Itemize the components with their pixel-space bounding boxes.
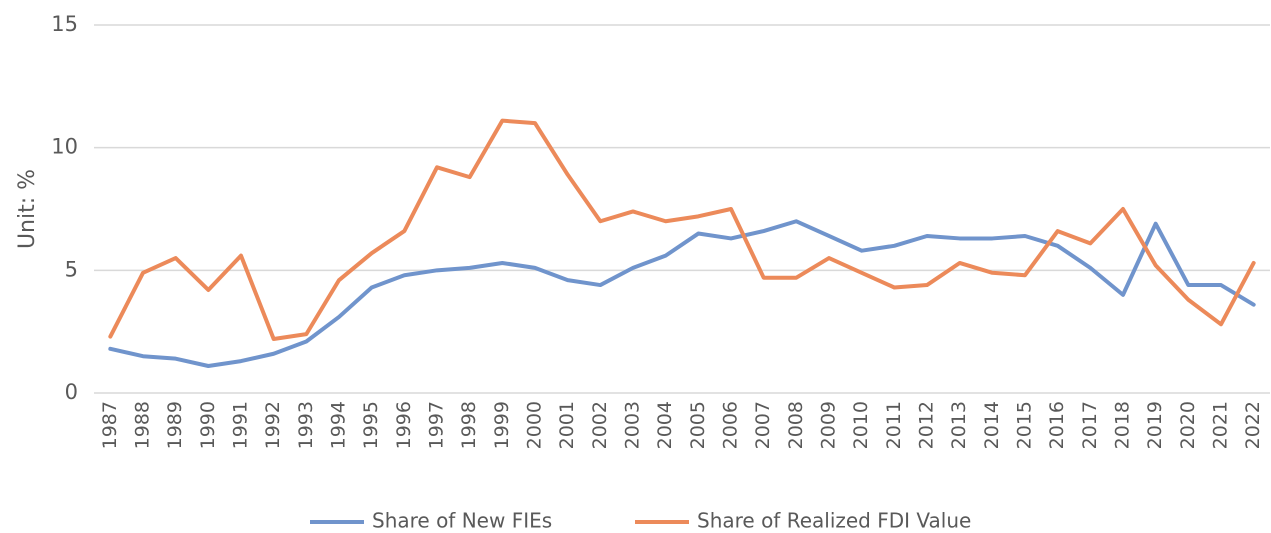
x-tick-label: 2018: [1112, 401, 1134, 449]
x-tick-label: 1996: [393, 401, 415, 449]
y-tick-label: 5: [65, 257, 78, 281]
x-tick-label: 2001: [556, 401, 578, 449]
x-tick-label: 1998: [458, 401, 480, 449]
x-tick-label: 2006: [720, 401, 742, 449]
x-tick-label: 1993: [295, 401, 317, 449]
line-series: [108, 118, 1256, 342]
x-tick-label: 1990: [197, 401, 219, 449]
x-tick-label: 2005: [687, 401, 709, 449]
x-tick-label: 2010: [850, 401, 872, 449]
x-tick-label: 2016: [1046, 401, 1068, 449]
x-tick-label: 2007: [752, 401, 774, 449]
x-tick-label: 2012: [916, 401, 938, 449]
legend-label: Share of Realized FDI Value: [697, 509, 971, 533]
x-tick-label: 1997: [426, 401, 448, 449]
legend-label: Share of New FIEs: [372, 509, 552, 533]
x-tick-label: 2022: [1242, 401, 1264, 449]
x-tick-label: 2019: [1144, 401, 1166, 449]
y-axis-label: Unit: %: [15, 169, 40, 249]
x-tick-label: 1989: [164, 401, 186, 449]
x-tick-label: 2015: [1014, 401, 1036, 449]
x-tick-label: 2003: [622, 401, 644, 449]
y-tick-label: 0: [65, 380, 78, 404]
x-tick-label: 2017: [1079, 401, 1101, 449]
line-series: [108, 219, 1256, 369]
y-tick-label: 15: [51, 12, 78, 36]
x-tick-label: 1991: [230, 401, 252, 449]
x-tick-label: 2008: [785, 401, 807, 449]
y-tick-label: 10: [51, 135, 78, 159]
x-tick-label: 2011: [883, 401, 905, 449]
x-tick-label: 2002: [589, 401, 611, 449]
x-tick-label: 2020: [1177, 401, 1199, 449]
x-tick-label: 2013: [948, 401, 970, 449]
x-tick-label: 1994: [328, 401, 350, 449]
x-tick-label: 2000: [524, 401, 546, 449]
x-tick-label: 1992: [262, 401, 284, 449]
x-tick-label: 2014: [981, 401, 1003, 449]
x-tick-label: 1999: [491, 401, 513, 449]
x-tick-label: 1995: [360, 401, 382, 449]
x-tick-label: 2021: [1210, 401, 1232, 449]
x-tick-label: 1988: [132, 401, 154, 449]
x-tick-label: 1987: [99, 401, 121, 449]
x-tick-label: 2004: [654, 401, 676, 449]
x-tick-label: 2009: [818, 401, 840, 449]
